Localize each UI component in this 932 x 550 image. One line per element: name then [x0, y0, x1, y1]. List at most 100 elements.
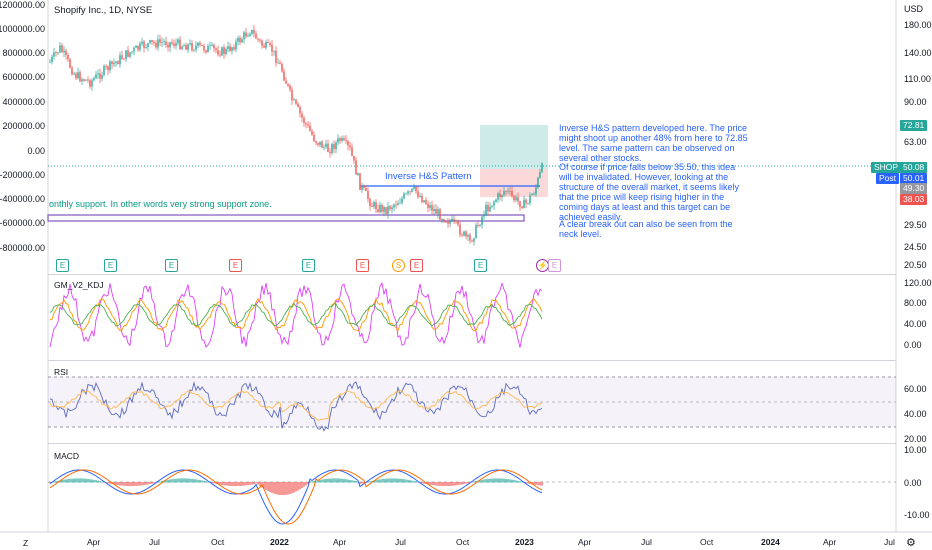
rsi-line [49, 381, 543, 432]
candle-body [187, 44, 189, 50]
candle-body [445, 221, 447, 223]
candle-body [101, 74, 103, 79]
candle-body [249, 33, 251, 36]
left-axis-label: -800000.00 [0, 243, 45, 253]
pane-separator[interactable] [48, 360, 896, 361]
candle-body [95, 74, 97, 79]
candle-body [247, 35, 249, 37]
macd-histogram-bar [169, 479, 171, 483]
macd-histogram-bar [139, 482, 141, 486]
macd-histogram-bar [131, 482, 133, 487]
macd-histogram-bar [113, 482, 115, 485]
candle-body [141, 41, 143, 44]
earnings-event-icon[interactable]: E [548, 259, 561, 272]
candle-body [487, 204, 489, 212]
candle-body [289, 85, 291, 90]
macd-histogram-bar [85, 478, 87, 483]
pane-separator[interactable] [48, 443, 896, 444]
kdj-title[interactable]: GM_V2_KDJ [54, 280, 104, 290]
macd-histogram-bar [93, 479, 95, 483]
candle-body [123, 58, 125, 60]
macd-histogram-bar [281, 482, 283, 496]
macd-histogram-bar [307, 482, 309, 484]
macd-histogram-bar [363, 482, 365, 484]
macd-histogram-bar [293, 482, 295, 493]
candle-body [471, 240, 473, 242]
earnings-event-icon[interactable]: E [56, 259, 69, 272]
candle-body [261, 40, 263, 46]
candle-body [193, 49, 195, 51]
settings-gear-icon[interactable]: ⚙ [906, 537, 916, 549]
candle-body [493, 201, 495, 206]
candle-body [135, 45, 137, 48]
left-axis-label: 600000.00 [2, 72, 45, 82]
macd-histogram-bar [389, 478, 391, 483]
left-axis-label: -400000.00 [0, 194, 45, 204]
earnings-event-icon[interactable]: E [229, 259, 242, 272]
earnings-event-icon[interactable]: E [474, 259, 487, 272]
macd-histogram-bar [461, 482, 463, 485]
candle-body [525, 199, 527, 204]
candle-body [453, 218, 455, 221]
macd-histogram-bar [401, 478, 403, 483]
macd-histogram-bar [513, 480, 515, 483]
target-price-tag: 72.81 [900, 120, 928, 131]
candle-body [385, 207, 387, 214]
earnings-event-icon[interactable]: E [410, 259, 423, 272]
x-axis-z[interactable]: Z [23, 538, 29, 548]
macd-histogram-bar [97, 480, 99, 483]
earnings-event-icon[interactable]: E [302, 259, 315, 272]
macd-title[interactable]: MACD [54, 451, 80, 461]
candle-body [157, 39, 159, 48]
macd-histogram-bar [77, 478, 79, 483]
x-axis-label: 2024 [761, 537, 780, 547]
x-axis-label: 2023 [515, 537, 534, 547]
macd-histogram-bar [245, 482, 247, 486]
macd-histogram-bar [289, 482, 291, 494]
macd-histogram-bar [327, 478, 329, 483]
macd-histogram-bar [137, 482, 139, 486]
macd-histogram-bar [387, 478, 389, 483]
macd-histogram-bar [391, 478, 393, 483]
candle-body [255, 33, 257, 39]
macd-histogram-bar [479, 480, 481, 483]
macd-histogram-bar [303, 482, 305, 487]
left-axis-label: 0.00 [27, 146, 45, 156]
macd-histogram-bar [527, 482, 529, 484]
candle-body [369, 198, 371, 207]
candle-body [321, 141, 323, 148]
pane-separator[interactable] [48, 274, 896, 275]
x-axis-label: Apr [333, 537, 347, 547]
candle-body [363, 185, 365, 188]
candle-body [111, 61, 113, 65]
earnings-event-icon[interactable]: E [165, 259, 178, 272]
macd-histogram-bar [73, 478, 75, 483]
macd-histogram-bar [409, 480, 411, 483]
macd-histogram-bar [99, 480, 101, 483]
candle-body [221, 47, 223, 56]
macd-histogram-bar [325, 478, 327, 483]
candle-body [59, 45, 61, 53]
candle-body [283, 71, 285, 81]
currency-label: USD [904, 4, 924, 14]
rsi-title[interactable]: RSI [54, 367, 69, 377]
idea-note-1: Inverse H&S pattern developed here. The … [559, 123, 748, 163]
candle-body [443, 219, 445, 222]
macd-histogram-bar [429, 482, 431, 485]
candle-body [257, 38, 259, 40]
macd-histogram-bar [379, 479, 381, 483]
earnings-event-icon[interactable]: E [356, 259, 369, 272]
earnings-event-icon[interactable]: E [104, 259, 117, 272]
split-event-icon[interactable]: S [392, 259, 405, 272]
candle-body [533, 194, 535, 195]
candle-body [437, 209, 439, 214]
macd-histogram-bar [521, 481, 523, 483]
candle-body [401, 198, 403, 203]
candle-body [343, 137, 345, 140]
pattern-label: Inverse H&S Pattern [385, 171, 472, 182]
candle-body [205, 50, 207, 53]
right-axis-label: 90.00 [904, 97, 927, 107]
macd-histogram-bar [153, 482, 155, 484]
macd-histogram-bar [133, 482, 135, 487]
